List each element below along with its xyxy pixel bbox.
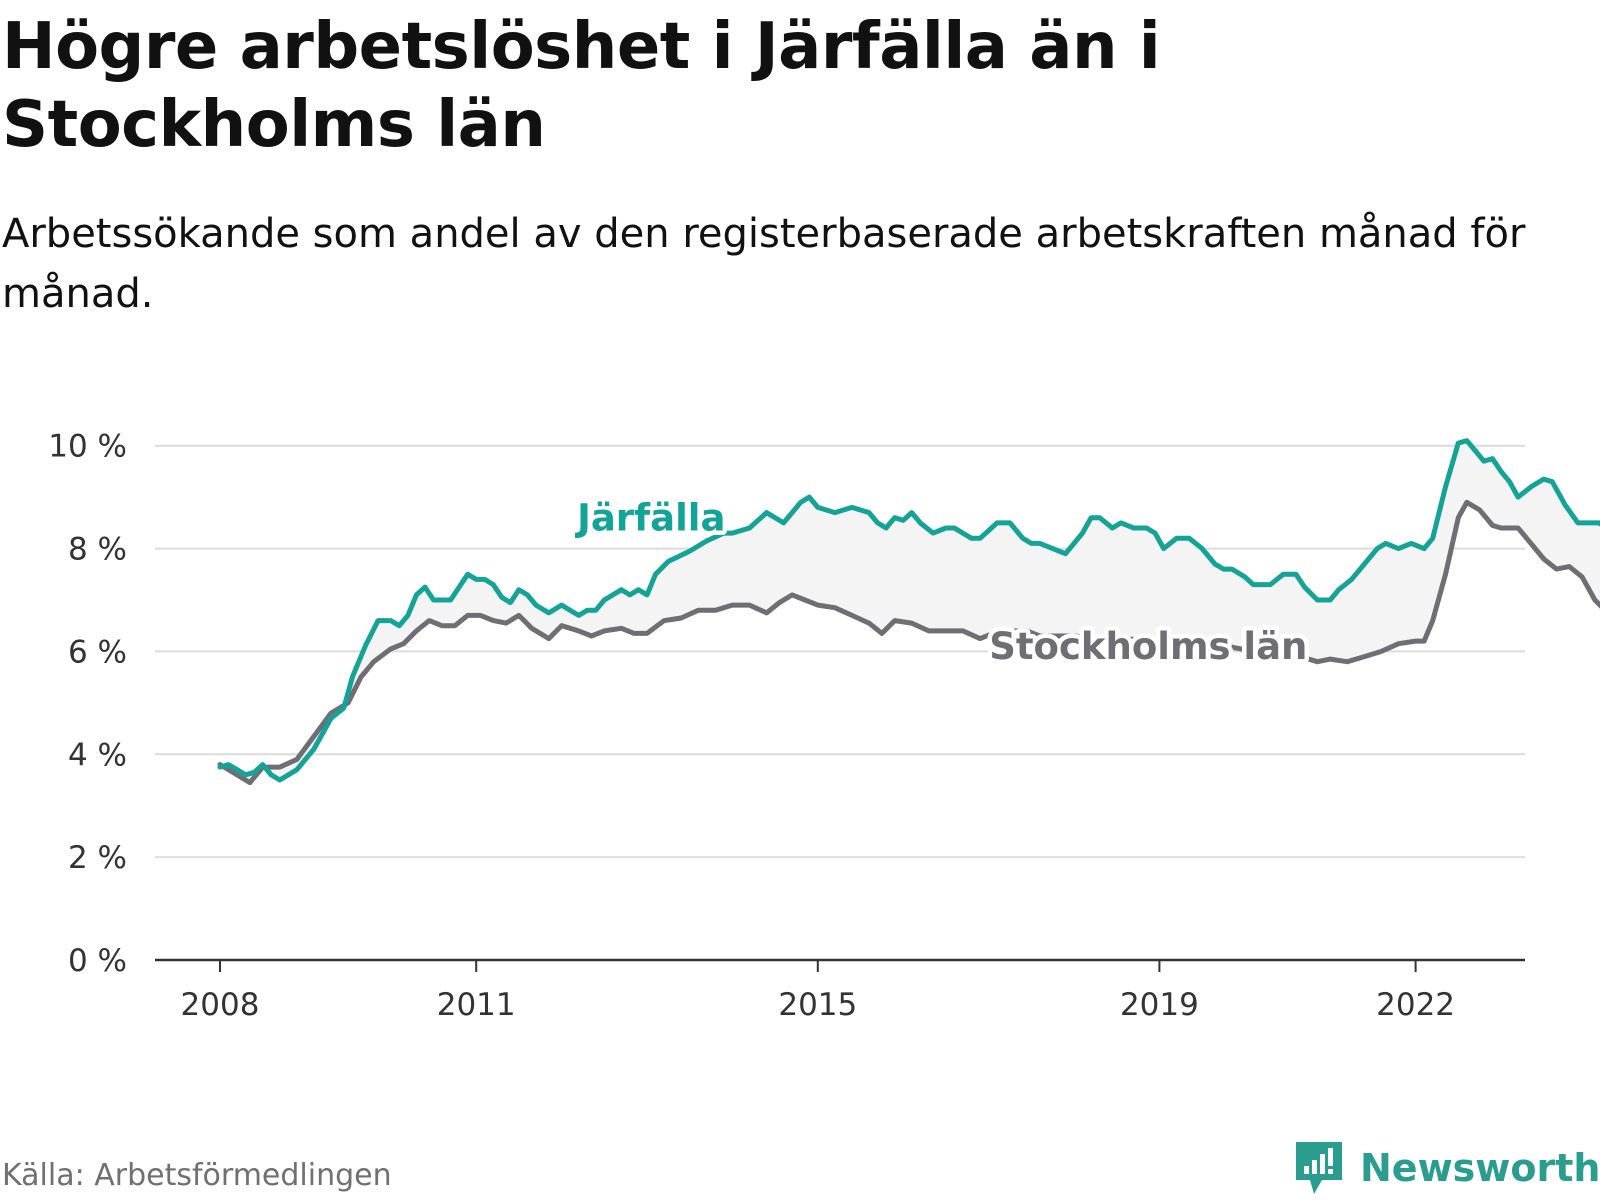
x-tick-label: 2019 [1120,987,1199,1023]
x-tick-label: 2022 [1376,987,1455,1023]
y-tick-label: 6 % [68,634,127,670]
newsworthy-logo-icon [1296,1142,1342,1194]
series-lines [217,438,1600,786]
chart-title: Högre arbetslöshet i Järfälla än i Stock… [2,10,1161,162]
series-label-jarfalla: Järfälla [574,497,725,540]
series-label-stockholm: Stockholms län [989,625,1307,668]
axes: 0 % 2 % 4 % 6 % 8 % 10 % 2008 2011 2015 2019 2022 [48,429,1525,1023]
y-tick-label: 8 % [68,532,127,568]
band-area [220,440,1600,783]
y-tick-label: 4 % [68,737,127,773]
brand-name: Newsworthy [1360,1146,1600,1190]
y-tick-label: 10 % [48,429,127,465]
series-line-stockholm [217,499,1600,786]
x-tick-label: 2008 [181,987,260,1023]
chart-subtitle: Arbetssökande som andel av den registerb… [2,211,1526,317]
difference-band [220,440,1600,783]
source-note: Källa: Arbetsförmedlingen [2,1158,392,1193]
brand-logo[interactable]: Newsworthy [1292,1140,1600,1196]
x-tick-label: 2015 [778,987,857,1023]
series-line-jarfalla [217,438,1600,783]
y-tick-label: 0 % [68,943,127,979]
x-tick-label: 2011 [437,987,516,1023]
y-tick-label: 2 % [68,840,127,876]
